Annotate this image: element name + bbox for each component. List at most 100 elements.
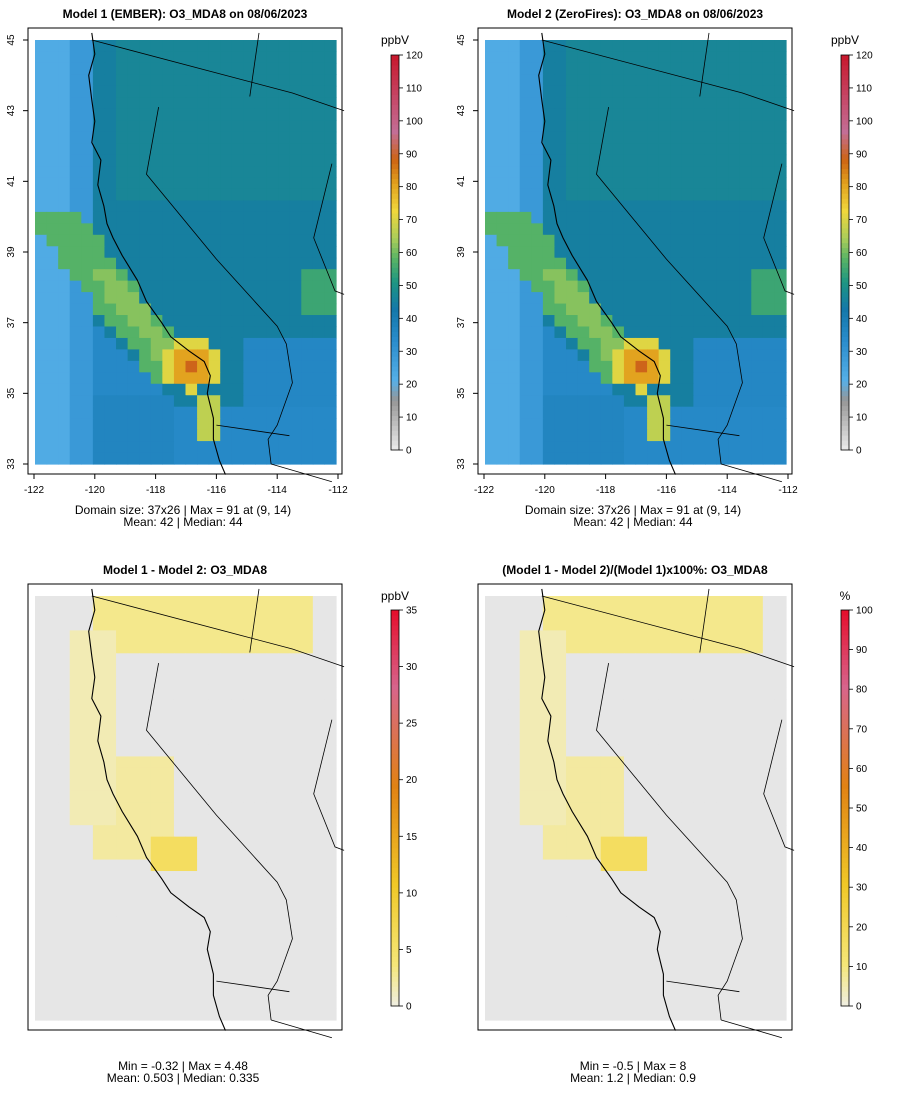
heatmap-cell <box>612 441 625 454</box>
heatmap-cell <box>589 303 602 316</box>
heatmap-cell <box>254 51 268 64</box>
colorbar-swatch <box>841 798 849 804</box>
heatmap-cell <box>220 349 233 362</box>
heatmap-cell <box>600 62 613 75</box>
colorbar-swatch <box>391 390 399 397</box>
heatmap-cell <box>81 596 94 609</box>
heatmap-cell <box>254 372 268 385</box>
heatmap-cell <box>728 767 741 780</box>
heatmap-cell <box>289 429 302 442</box>
heatmap-cell <box>623 452 637 465</box>
heatmap-cell <box>739 985 752 998</box>
heatmap-cell <box>658 188 671 202</box>
heatmap-cell <box>704 280 718 293</box>
heatmap-cell <box>762 429 776 442</box>
heatmap-cell <box>289 767 302 780</box>
heatmap-cell <box>670 143 683 156</box>
heatmap-cell <box>289 360 302 373</box>
heatmap-cell <box>716 303 729 316</box>
heatmap-cell <box>243 871 256 884</box>
heatmap-cell <box>519 120 532 133</box>
heatmap-cell <box>116 664 129 677</box>
heatmap-cell <box>728 315 741 328</box>
heatmap-cell <box>751 120 764 133</box>
heatmap-cell <box>589 825 602 838</box>
heatmap-cell <box>647 710 660 723</box>
heatmap-cell <box>728 962 741 975</box>
colorbar-swatch <box>391 153 399 160</box>
heatmap-cell <box>220 756 233 769</box>
heatmap-cell <box>301 337 314 351</box>
heatmap-cell <box>162 292 175 305</box>
heatmap-cell <box>519 779 532 792</box>
heatmap-cell <box>647 85 660 98</box>
heatmap-cell <box>289 372 302 385</box>
heatmap-cell <box>173 246 187 259</box>
heatmap-cell <box>566 108 579 121</box>
heatmap-cell <box>623 664 637 677</box>
heatmap-cell <box>58 360 71 373</box>
colorbar-swatch <box>391 277 399 283</box>
heatmap-cell <box>104 40 117 53</box>
heatmap-cell <box>542 292 556 305</box>
heatmap-cell <box>542 280 556 293</box>
heatmap-cell <box>762 985 776 998</box>
heatmap-cell <box>173 395 187 408</box>
heatmap-cell <box>254 246 268 259</box>
colorbar-swatch <box>391 380 399 387</box>
heatmap-cell <box>185 744 198 758</box>
heatmap-cell <box>762 813 776 826</box>
heatmap-cell <box>496 429 509 442</box>
state-border <box>270 1019 333 1039</box>
heatmap-cell <box>554 756 567 769</box>
heatmap-cell <box>635 744 648 758</box>
heatmap-cell <box>197 280 210 293</box>
colorbar-swatch <box>841 64 849 71</box>
heatmap-cell <box>751 596 764 609</box>
heatmap-cell <box>35 223 48 236</box>
heatmap-cell <box>254 882 268 895</box>
heatmap-cell <box>623 97 637 110</box>
heatmap-cell <box>716 246 729 259</box>
heatmap-cell <box>104 997 117 1010</box>
colorbar-swatch <box>841 346 849 352</box>
heatmap-cell <box>589 607 602 620</box>
heatmap-cell <box>46 452 59 465</box>
heatmap-cell <box>81 188 94 202</box>
heatmap-cell <box>774 744 787 758</box>
heatmap-cell <box>116 767 129 780</box>
heatmap-cell <box>647 120 660 133</box>
heatmap-cell <box>542 85 556 98</box>
heatmap-cell <box>69 315 82 328</box>
heatmap-cell <box>150 653 163 666</box>
heatmap-cell <box>104 269 117 282</box>
heatmap-cell <box>312 630 326 643</box>
heatmap-cell <box>739 974 752 987</box>
heatmap-cell <box>220 74 233 87</box>
heatmap-cell <box>46 779 59 792</box>
heatmap-cell <box>243 40 256 53</box>
heatmap-cell <box>681 337 694 351</box>
heatmap-cell <box>254 200 268 213</box>
heatmap-cell <box>612 280 625 293</box>
heatmap-cell <box>35 859 48 872</box>
heatmap-cell <box>623 882 637 895</box>
heatmap-cell <box>612 406 625 419</box>
heatmap-cell <box>681 618 694 631</box>
heatmap-cell <box>301 143 314 156</box>
heatmap-cell <box>635 1008 648 1021</box>
heatmap-cell <box>623 848 637 861</box>
heatmap-cell <box>623 825 637 838</box>
heatmap-cell <box>81 802 94 815</box>
colorbar-swatch <box>841 440 849 446</box>
colorbar-label: 110 <box>406 83 422 94</box>
heatmap-cell <box>289 349 302 362</box>
heatmap-cell <box>716 893 729 907</box>
heatmap-cell <box>589 326 602 339</box>
heatmap-cell <box>508 836 521 849</box>
heatmap-cell <box>197 916 210 929</box>
heatmap-cell <box>612 733 625 746</box>
heatmap-cell <box>600 790 613 803</box>
heatmap-cell <box>81 40 94 53</box>
heatmap-cell <box>162 429 175 442</box>
